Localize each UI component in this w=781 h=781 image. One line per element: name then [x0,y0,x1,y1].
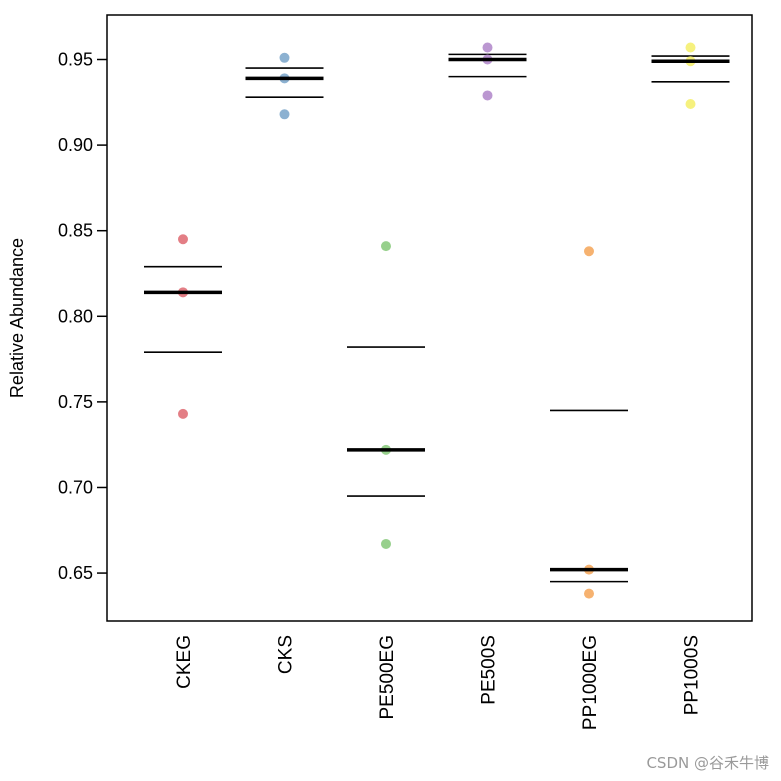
plot-frame [106,14,753,622]
data-point [279,52,290,63]
y-axis-label: Relative Abundance [7,238,27,398]
x-tick-label-ckeg: CKEG [174,635,195,689]
data-point [279,109,290,120]
y-tick-label: 0.80 [58,306,93,326]
y-axis: 0.65 0.70 0.75 0.80 0.85 0.90 0.95 [58,50,107,583]
y-tick-label: 0.90 [58,135,93,155]
x-axis: CKEG CKS PE500EG PE500S PP1000EG PP1000S [174,635,703,730]
y-tick-label: 0.65 [58,563,93,583]
data-point [584,588,594,599]
y-tick-label: 0.95 [58,50,93,70]
data-point [381,241,391,252]
x-tick-label-pp1000eg: PP1000EG [580,635,601,730]
data-marks [144,42,730,599]
y-tick-label: 0.70 [58,477,93,497]
data-point [685,42,696,53]
x-tick-label-pe500s: PE500S [479,635,500,705]
watermark-text: CSDN @谷禾牛博 [646,754,769,772]
data-point [584,246,594,257]
group-cks [245,52,324,120]
x-tick-label-pp1000s: PP1000S [682,635,703,715]
data-point [381,538,391,549]
group-pe500eg [347,241,425,549]
data-point [482,90,493,101]
y-tick-label: 0.75 [58,392,93,412]
data-point [482,42,493,53]
x-tick-label-cks: CKS [276,635,297,674]
data-point [178,234,188,245]
group-ckeg [144,234,222,419]
x-tick-label-pe500eg: PE500EG [377,635,398,720]
data-point [178,408,188,419]
data-point [685,99,696,110]
group-pe500s [448,42,527,101]
group-pp1000eg [550,246,628,599]
y-tick-label: 0.85 [58,221,93,241]
group-pp1000s [651,42,730,110]
